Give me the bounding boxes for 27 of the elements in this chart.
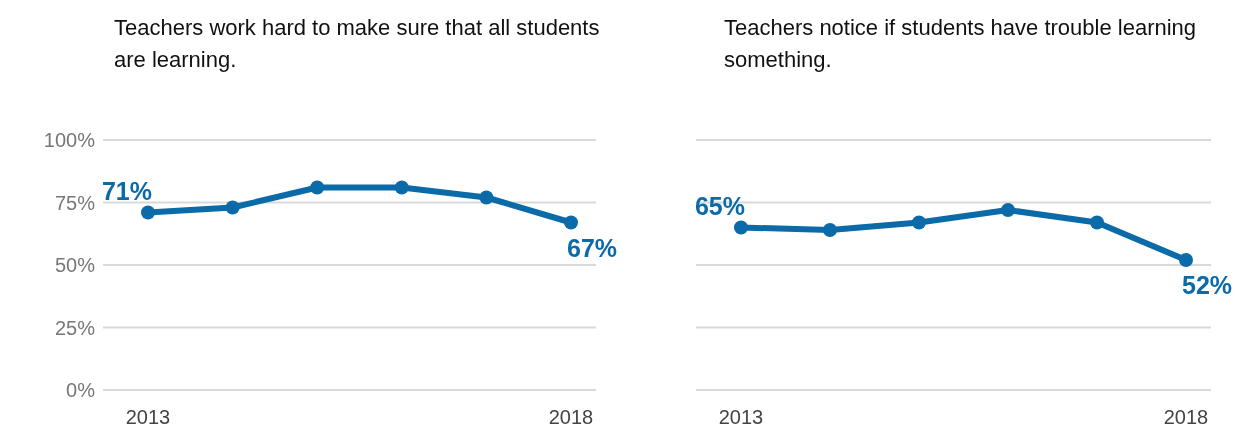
y-tick-label: 50% xyxy=(54,254,96,277)
point xyxy=(141,205,155,220)
data-label: 52% xyxy=(1182,271,1233,299)
data-label: 67% xyxy=(567,233,618,262)
x-tick-label: 2018 xyxy=(548,406,594,429)
point xyxy=(1179,253,1193,267)
point xyxy=(1090,215,1104,230)
chart-title: Teachers work hard to make sure that all students are learning. xyxy=(114,14,601,74)
y-tick-label: 75% xyxy=(54,191,96,214)
point xyxy=(479,190,494,205)
point xyxy=(823,223,837,237)
chart-title: Teachers notice if students have trouble learning something. xyxy=(724,14,1198,74)
data-label: 71% xyxy=(101,176,152,205)
y-tick-label: 0% xyxy=(66,379,96,402)
x-tick-label: 2013 xyxy=(125,406,171,429)
point xyxy=(225,200,240,215)
x-tick-label: 2018 xyxy=(1163,406,1209,429)
point xyxy=(734,220,748,235)
point xyxy=(912,215,926,230)
point xyxy=(564,215,578,230)
point xyxy=(1001,203,1015,217)
y-tick-label: 25% xyxy=(54,316,96,339)
x-tick-label: 2013 xyxy=(718,406,764,429)
data-label: 65% xyxy=(694,191,745,220)
point xyxy=(310,180,325,195)
point xyxy=(394,180,409,195)
y-tick-label: 100% xyxy=(43,129,96,152)
